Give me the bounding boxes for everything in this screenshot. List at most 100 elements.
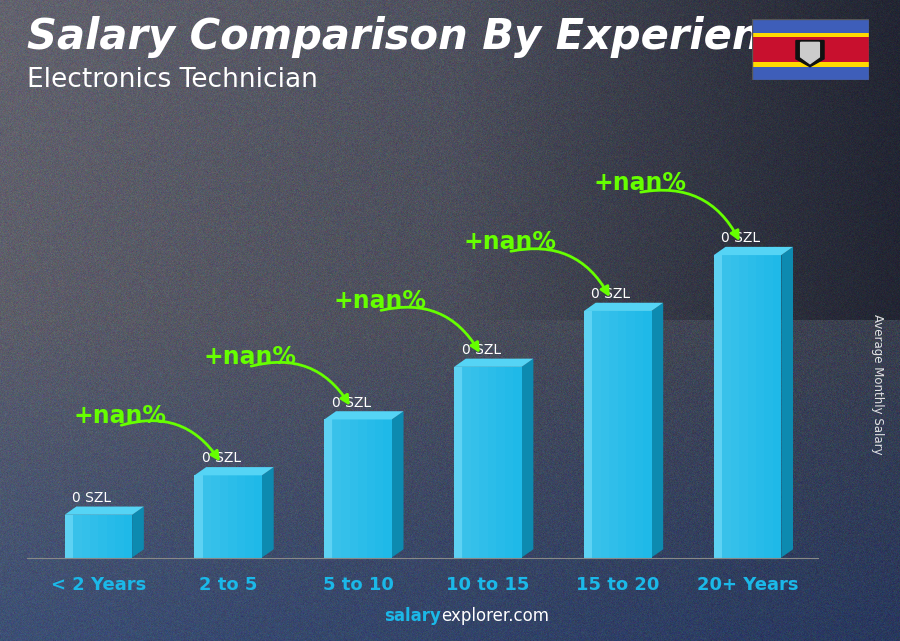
Polygon shape xyxy=(194,467,274,476)
Bar xyxy=(497,367,505,558)
Polygon shape xyxy=(801,42,819,63)
Polygon shape xyxy=(522,358,534,558)
Bar xyxy=(609,311,617,558)
Polygon shape xyxy=(454,358,534,367)
Text: Average Monthly Salary: Average Monthly Salary xyxy=(871,314,884,455)
Bar xyxy=(463,367,471,558)
Bar xyxy=(358,419,366,558)
Polygon shape xyxy=(584,303,663,311)
Bar xyxy=(123,515,132,558)
Bar xyxy=(773,255,781,558)
Bar xyxy=(592,311,601,558)
Text: salary: salary xyxy=(384,607,441,625)
Text: +nan%: +nan% xyxy=(593,171,687,195)
Bar xyxy=(454,367,463,558)
Bar xyxy=(194,476,202,558)
Bar xyxy=(601,311,609,558)
Polygon shape xyxy=(781,247,793,558)
Bar xyxy=(752,62,868,67)
Bar xyxy=(65,515,73,558)
Bar xyxy=(626,311,634,558)
Polygon shape xyxy=(652,303,663,558)
Text: 15 to 20: 15 to 20 xyxy=(576,576,660,594)
Bar xyxy=(513,367,522,558)
Bar xyxy=(194,476,202,558)
Polygon shape xyxy=(132,506,144,558)
Bar xyxy=(375,419,383,558)
Text: +nan%: +nan% xyxy=(464,230,556,254)
Bar xyxy=(73,515,82,558)
Bar xyxy=(752,33,868,37)
Text: 0 SZL: 0 SZL xyxy=(332,395,371,410)
Bar xyxy=(752,19,868,33)
Text: 0 SZL: 0 SZL xyxy=(72,491,112,505)
Text: Salary Comparison By Experience: Salary Comparison By Experience xyxy=(27,16,814,58)
Bar xyxy=(324,419,332,558)
Bar xyxy=(324,419,333,558)
Polygon shape xyxy=(796,40,824,67)
Bar xyxy=(212,476,220,558)
Bar xyxy=(341,419,349,558)
Bar xyxy=(480,367,488,558)
Bar xyxy=(752,67,868,80)
Text: +nan%: +nan% xyxy=(74,404,167,428)
Bar xyxy=(454,367,463,558)
Bar xyxy=(107,515,115,558)
Bar xyxy=(634,311,644,558)
Text: +nan%: +nan% xyxy=(334,289,427,313)
Polygon shape xyxy=(324,412,403,419)
Text: +nan%: +nan% xyxy=(203,345,297,369)
Bar xyxy=(245,476,254,558)
Bar xyxy=(383,419,392,558)
Bar xyxy=(584,311,592,558)
Text: < 2 Years: < 2 Years xyxy=(50,576,146,594)
Bar xyxy=(65,515,132,558)
Bar xyxy=(714,255,722,558)
Bar xyxy=(644,311,652,558)
Bar xyxy=(731,255,739,558)
Bar xyxy=(254,476,262,558)
Text: explorer.com: explorer.com xyxy=(441,607,549,625)
Bar xyxy=(723,255,731,558)
Bar xyxy=(748,255,756,558)
Bar xyxy=(739,255,748,558)
Bar xyxy=(115,515,123,558)
Bar xyxy=(324,419,392,558)
Bar xyxy=(194,476,262,558)
Bar xyxy=(471,367,480,558)
Polygon shape xyxy=(392,412,403,558)
Text: 5 to 10: 5 to 10 xyxy=(322,576,393,594)
Bar xyxy=(454,367,522,558)
Text: Electronics Technician: Electronics Technician xyxy=(27,67,318,94)
Bar xyxy=(333,419,341,558)
Bar xyxy=(237,476,245,558)
Text: 0 SZL: 0 SZL xyxy=(591,287,631,301)
Bar xyxy=(756,255,764,558)
Text: 0 SZL: 0 SZL xyxy=(462,343,500,357)
Bar xyxy=(764,255,773,558)
Bar xyxy=(65,515,73,558)
Text: 0 SZL: 0 SZL xyxy=(202,451,241,465)
Polygon shape xyxy=(65,506,144,515)
Bar xyxy=(505,367,513,558)
Text: 10 to 15: 10 to 15 xyxy=(446,576,529,594)
Text: 20+ Years: 20+ Years xyxy=(697,576,798,594)
Bar xyxy=(488,367,497,558)
Bar xyxy=(202,476,211,558)
Bar xyxy=(98,515,107,558)
Bar xyxy=(220,476,229,558)
Bar xyxy=(714,255,723,558)
Bar xyxy=(752,37,868,62)
Bar xyxy=(349,419,358,558)
Polygon shape xyxy=(262,467,274,558)
Bar xyxy=(229,476,237,558)
Text: 2 to 5: 2 to 5 xyxy=(199,576,257,594)
Bar xyxy=(82,515,90,558)
Bar xyxy=(584,311,652,558)
Polygon shape xyxy=(714,247,793,255)
Bar xyxy=(617,311,626,558)
Bar xyxy=(366,419,375,558)
Bar xyxy=(584,311,592,558)
Bar xyxy=(90,515,98,558)
Text: 0 SZL: 0 SZL xyxy=(721,231,760,246)
